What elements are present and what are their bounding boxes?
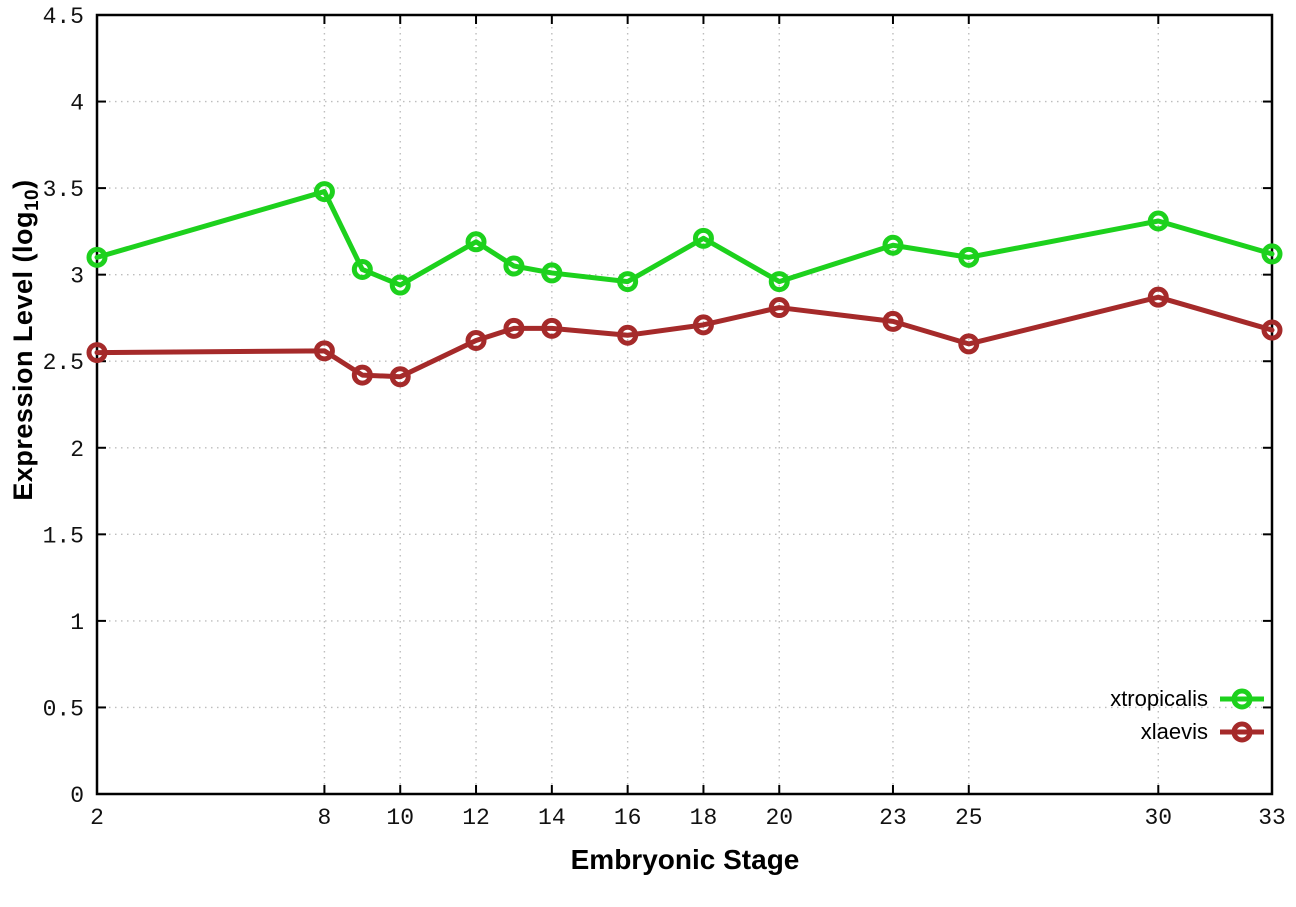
y-tick-label: 4 [70,91,84,117]
y-axis-title-text: Expression Level (log [7,211,38,501]
data-point-marker-xtropicalis [882,234,904,256]
data-point-marker-xlaevis [389,366,411,388]
y-tick-label: 0 [70,783,84,809]
data-point-marker-xtropicalis [1147,210,1169,232]
series-line-xtropicalis [94,189,1275,288]
y-tick-label: 4.5 [43,4,84,30]
series-line-xlaevis [94,294,1275,380]
data-point-marker-xtropicalis [617,271,639,293]
y-tick-label: 2.5 [43,350,84,376]
y-tick-label: 1 [70,610,84,636]
data-point-marker-xlaevis [465,329,487,351]
legend-label-xtropicalis: xtropicalis [1110,686,1208,711]
x-tick-label: 20 [765,805,793,831]
legend: xtropicalis xlaevis [1110,686,1266,745]
y-axis-title: Expression Level (log10) [8,179,44,500]
data-point-marker-xtropicalis [389,274,411,296]
data-point-marker-xlaevis [313,340,335,362]
data-point-marker-xtropicalis [958,246,980,268]
x-tick-label: 16 [614,805,642,831]
x-axis-title: Embryonic Stage [570,844,800,875]
legend-item-xlaevis: xlaevis [1141,719,1266,745]
data-point-marker-xlaevis [541,317,563,339]
x-tick-label: 12 [462,805,490,831]
data-point-marker-xtropicalis [503,255,525,277]
plot-border [95,13,1274,796]
x-tick-label: 25 [955,805,983,831]
y-tick-label: 1.5 [43,523,84,549]
legend-label-xlaevis: xlaevis [1140,719,1208,744]
data-point-marker-xtropicalis [351,258,373,280]
data-point-marker-xlaevis [768,297,790,319]
data-point-marker-xtropicalis [313,181,335,203]
x-tick-label: 10 [386,805,414,831]
data-point-marker-xtropicalis [86,246,108,268]
data-point-marker-xlaevis [692,314,714,336]
x-tick-label: 18 [690,805,718,831]
line-marker-icon [1220,688,1264,710]
line-marker-icon [1220,721,1264,743]
x-tick-label: 33 [1258,805,1286,831]
data-point-marker-xlaevis [1261,319,1283,341]
legend-item-xtropicalis: xtropicalis [1110,686,1266,712]
x-tick-label: 14 [538,805,566,831]
data-point-marker-xtropicalis [541,262,563,284]
data-point-marker-xlaevis [958,333,980,355]
data-point-marker-xlaevis [503,317,525,339]
data-point-marker-xlaevis [351,364,373,386]
data-point-marker-xlaevis [1147,286,1169,308]
y-tick-label: 3.5 [43,177,84,203]
data-point-marker-xtropicalis [692,227,714,249]
data-point-marker-xtropicalis [1261,243,1283,265]
y-axis-title-subscript: 10 [22,188,44,212]
x-tick-label: 2 [90,805,104,831]
data-point-marker-xtropicalis [465,231,487,253]
data-point-marker-xlaevis [617,324,639,346]
y-tick-label: 2 [70,437,84,463]
x-tick-label: 23 [879,805,907,831]
y-tick-label: 0.5 [43,696,84,722]
x-tick-label: 8 [318,805,332,831]
x-tick-label: 30 [1144,805,1172,831]
data-point-marker-xtropicalis [768,271,790,293]
y-axis-title-suffix: ) [7,179,38,189]
y-tick-label: 3 [70,264,84,290]
data-point-marker-xlaevis [86,342,108,364]
data-point-marker-xlaevis [882,310,904,332]
